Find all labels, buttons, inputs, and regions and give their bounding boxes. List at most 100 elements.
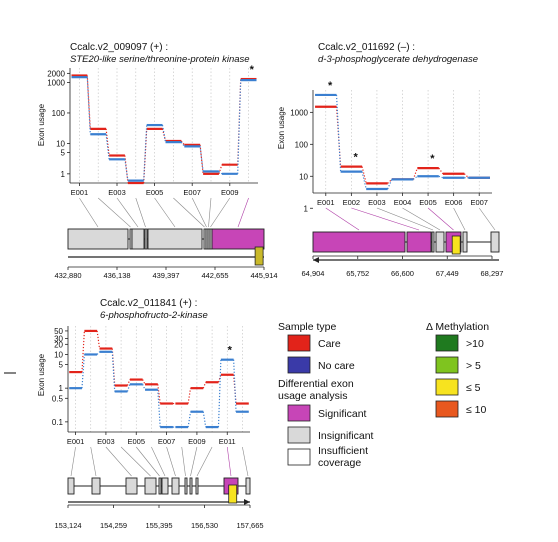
exon-block	[144, 228, 148, 250]
exon-connector	[120, 446, 151, 477]
exon-connector	[90, 446, 97, 477]
exon-block	[144, 477, 157, 495]
exon-block	[91, 477, 101, 495]
coordinate-label: 64,904	[302, 269, 325, 278]
y-tick-label: 0.5	[52, 394, 64, 403]
coordinate-label: 154,259	[100, 521, 127, 530]
exon-connector	[402, 207, 441, 231]
series-connector	[161, 124, 167, 143]
legend-swatch-meth-le5	[435, 378, 459, 396]
series-connector	[126, 379, 131, 386]
series-connector	[124, 159, 129, 181]
coordinate-label: 439,397	[152, 271, 179, 280]
series-connector	[361, 171, 367, 190]
coordinate-label: 66,600	[391, 269, 414, 278]
legend-label-insufficient: Insufficient	[318, 445, 368, 457]
series-connector	[180, 140, 185, 146]
methylation-marker	[254, 246, 264, 266]
coordinate-label: 65,752	[346, 269, 369, 278]
exon-connector	[173, 197, 205, 228]
legend: Sample type Care No care Differential ex…	[278, 321, 489, 469]
exon-connector	[427, 207, 454, 231]
exon-connector	[478, 207, 496, 231]
strand-arrow-head	[244, 499, 250, 505]
series-connector	[81, 354, 85, 389]
panel3-gene-id: Ccalc.v2_011841 (+) :	[100, 298, 197, 309]
exon-block	[431, 231, 435, 253]
series-no-care	[69, 350, 249, 429]
coordinate-label: 436,138	[103, 271, 130, 280]
x-tick-label: E002	[343, 198, 361, 207]
series-connector	[126, 384, 131, 392]
y-tick-label: 10	[54, 350, 63, 359]
x-tick-label: E003	[97, 437, 115, 446]
series-connector	[218, 170, 223, 175]
series-connector	[187, 411, 192, 428]
series-connector	[438, 167, 444, 175]
exon-block	[312, 231, 406, 253]
series-connector	[86, 77, 91, 135]
exon-block	[171, 477, 180, 495]
series-connector	[142, 379, 146, 385]
exon-block	[211, 228, 265, 250]
legend-swatch-care	[287, 334, 311, 352]
exon-block	[435, 231, 445, 253]
methylation-marker	[451, 235, 461, 255]
exon-connector	[70, 446, 76, 477]
x-tick-label: E009	[221, 188, 239, 197]
coordinate-label: 432,880	[54, 271, 81, 280]
exon-connector	[136, 446, 160, 477]
exon-connector	[190, 446, 198, 477]
y-tick-label: 0.1	[52, 418, 64, 427]
coordinate-label: 157,665	[236, 521, 263, 530]
x-tick-label: E005	[127, 437, 145, 446]
exon-block	[158, 477, 162, 495]
exon-connector	[79, 197, 99, 228]
series-connector	[335, 94, 342, 172]
exon-block	[131, 228, 145, 250]
legend-label-meth-le5: ≤ 5	[466, 382, 481, 394]
x-tick-label: E004	[394, 198, 412, 207]
x-tick-label: E003	[108, 188, 126, 197]
exon-connector	[105, 446, 132, 477]
y-tick-label: 1	[304, 204, 309, 213]
series-connector	[142, 384, 146, 390]
exon-connector	[453, 207, 466, 231]
x-tick-label: E007	[183, 188, 201, 197]
series-no-care	[315, 93, 490, 191]
legend-label-no-care: No care	[318, 360, 355, 372]
x-tick-label: E011	[219, 437, 236, 446]
exon-connector	[196, 446, 213, 477]
x-tick-label: E005	[146, 188, 164, 197]
significance-star: *	[228, 345, 233, 357]
panel1-gene-id: Ccalc.v2_009097 (+) :	[70, 42, 168, 53]
series-connector	[111, 351, 116, 392]
series-care	[71, 74, 257, 185]
legend-deu-title-2: usage analysis	[278, 390, 347, 402]
series-connector	[438, 175, 444, 179]
exon-connector	[242, 446, 249, 477]
exon-block	[67, 228, 129, 250]
legend-label-care: Care	[318, 338, 341, 350]
exon-block	[406, 231, 432, 253]
panel1-ylabel: Exon usage	[37, 103, 46, 146]
series-connector	[187, 388, 192, 404]
series-connector	[387, 178, 393, 184]
series-connector	[463, 173, 469, 179]
x-tick-label: E001	[71, 188, 89, 197]
x-tick-label: E005	[419, 198, 437, 207]
exon-block	[67, 477, 75, 495]
exon-connector	[151, 446, 166, 477]
coordinate-label: 445,914	[250, 271, 277, 280]
legend-methylation-title: Δ Methylation	[426, 321, 489, 333]
exon-connector	[208, 197, 212, 228]
series-connector	[96, 351, 100, 355]
panel3-title: 6-phosphofructo-2-kinase	[100, 310, 208, 321]
series-connector	[412, 167, 418, 180]
y-tick-label: 10	[299, 172, 308, 181]
y-tick-label: 2000	[47, 69, 65, 78]
series-connector	[202, 411, 207, 428]
x-tick-label: E007	[158, 437, 176, 446]
